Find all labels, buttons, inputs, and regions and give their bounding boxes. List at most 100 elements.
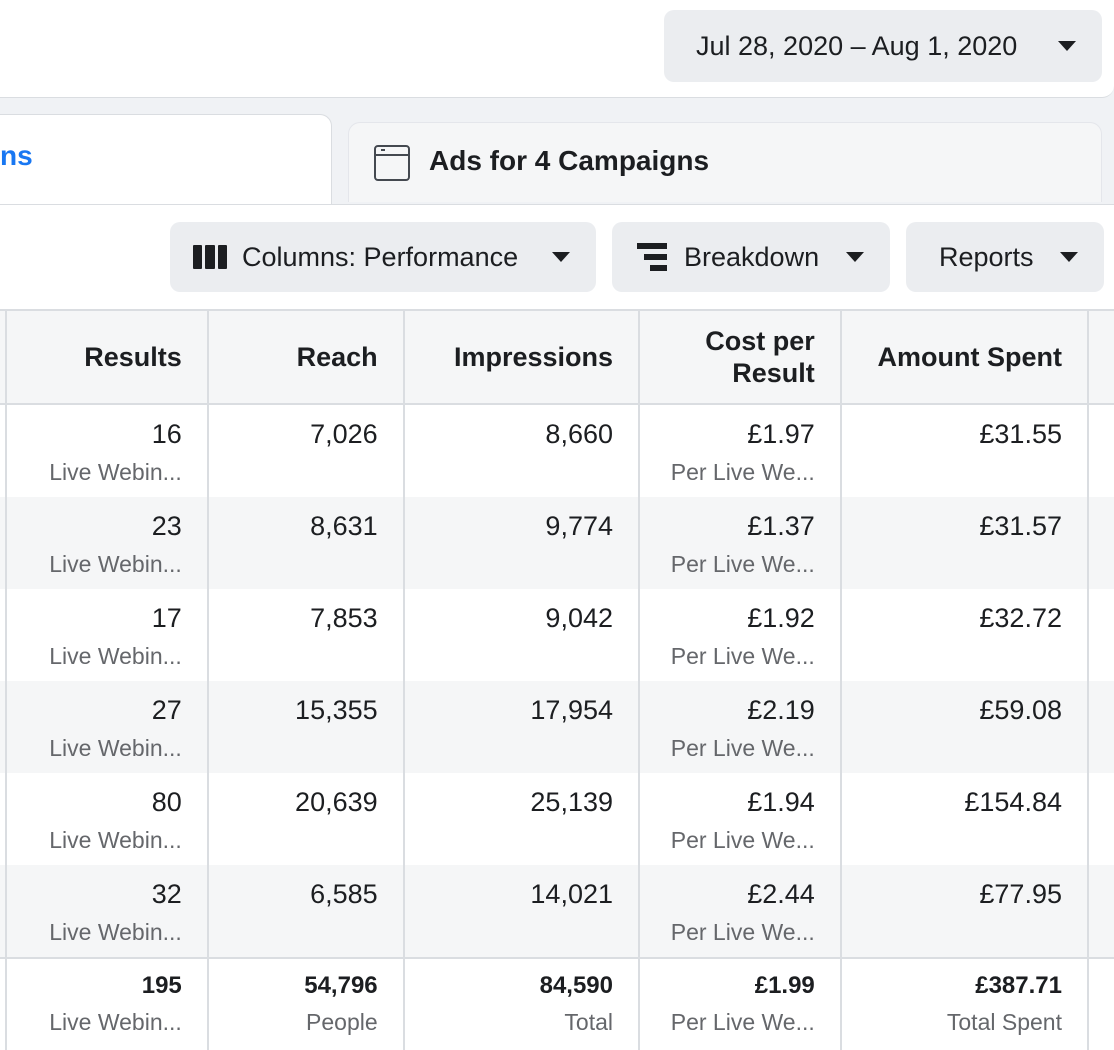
- impressions-value: 9,774: [545, 511, 613, 541]
- total-reach-type: People: [306, 1009, 378, 1035]
- cell-cost-per-result: £2.19 Per Live We...: [640, 681, 842, 773]
- cell-cost-per-result: £1.97 Per Live We...: [640, 405, 842, 497]
- table-row[interactable]: 23 Live Webin... 8,631 9,774 £1.37 Per Liv…: [0, 497, 1114, 589]
- cell-cost-per-result: £2.44 Per Live We...: [640, 865, 842, 957]
- columns-label: Columns: Performance: [242, 241, 519, 272]
- total-reach: 54,796 People: [209, 959, 405, 1050]
- total-amount-spent: £387.71 Total Spent: [842, 959, 1089, 1050]
- cell-impressions: 9,774: [405, 497, 640, 589]
- impressions-value: 9,042: [545, 603, 613, 633]
- cost-type: Per Live We...: [670, 643, 815, 669]
- table-cell: [0, 589, 7, 681]
- table-row[interactable]: 80 Live Webin... 20,639 25,139 £1.94 Per L…: [0, 773, 1114, 865]
- spent-value: £31.57: [979, 511, 1062, 541]
- impressions-value: 17,954: [530, 695, 613, 725]
- ad-window-icon: [374, 145, 410, 181]
- impressions-value: 8,660: [545, 419, 613, 449]
- total-reach-value: 54,796: [304, 972, 378, 999]
- spent-value: £32.72: [979, 603, 1062, 633]
- table-row[interactable]: 27 Live Webin... 15,355 17,954 £2.19 Per L…: [0, 681, 1114, 773]
- total-impressions-value: 84,590: [539, 972, 613, 999]
- header-reach-label: Reach: [296, 342, 378, 372]
- main-panel: Columns: Performance Breakdown Reports R…: [0, 204, 1114, 1050]
- cost-type: Per Live We...: [670, 919, 815, 945]
- table-cell: [0, 773, 7, 865]
- table-row[interactable]: 16 Live Webin... 7,026 8,660 £1.97 Per Liv…: [0, 405, 1114, 497]
- header-impressions-label: Impressions: [453, 342, 613, 372]
- cost-value: £1.92: [747, 603, 815, 633]
- table-cell: [1089, 497, 1114, 589]
- chevron-down-icon: [1058, 41, 1076, 51]
- tab-campaigns[interactable]: [0, 114, 332, 214]
- cell-impressions: 14,021: [405, 865, 640, 957]
- total-cost-type: Per Live We...: [670, 1009, 815, 1035]
- cell-reach: 15,355: [209, 681, 405, 773]
- reach-value: 7,853: [310, 603, 378, 633]
- table-cell: [0, 959, 7, 1050]
- cell-impressions: 9,042: [405, 589, 640, 681]
- columns-button[interactable]: Columns: Performance: [170, 222, 596, 292]
- cell-amount-spent: £31.55: [842, 405, 1089, 497]
- results-type: Live Webin...: [49, 551, 182, 577]
- table-row[interactable]: 32 Live Webin... 6,585 14,021 £2.44 Per Li…: [0, 865, 1114, 957]
- cell-cost-per-result: £1.92 Per Live We...: [640, 589, 842, 681]
- cell-amount-spent: £154.84: [842, 773, 1089, 865]
- columns-icon: [193, 245, 227, 269]
- reach-value: 20,639: [295, 787, 378, 817]
- table-cell: [1089, 959, 1114, 1050]
- cell-reach: 7,026: [209, 405, 405, 497]
- results-type: Live Webin...: [49, 459, 182, 485]
- cell-amount-spent: £32.72: [842, 589, 1089, 681]
- total-results-type: Live Webin...: [49, 1009, 182, 1035]
- header-amount-spent[interactable]: Amount Spent: [842, 311, 1089, 403]
- tab-ads-label: Ads for 4 Campaigns: [429, 145, 710, 176]
- table-cell: [1089, 405, 1114, 497]
- cell-results: 16 Live Webin...: [7, 405, 209, 497]
- spent-value: £154.84: [964, 787, 1062, 817]
- breakdown-button[interactable]: Breakdown: [612, 222, 890, 292]
- tab-ads[interactable]: Ads for 4 Campaigns: [348, 122, 1102, 202]
- cell-results: 17 Live Webin...: [7, 589, 209, 681]
- header-amount-spent-label: Amount Spent: [877, 342, 1062, 372]
- table-cell: [1089, 773, 1114, 865]
- chevron-down-icon: [846, 252, 864, 262]
- total-impressions: 84,590 Total: [405, 959, 640, 1050]
- date-range-label: Jul 28, 2020 – Aug 1, 2020: [696, 30, 1018, 61]
- cell-amount-spent: £77.95: [842, 865, 1089, 957]
- cost-value: £1.97: [747, 419, 815, 449]
- results-value: 80: [151, 787, 182, 817]
- total-results-value: 195: [141, 972, 182, 999]
- breakdown-icon: [637, 243, 667, 271]
- table-cell: [0, 405, 7, 497]
- spent-value: £59.08: [979, 695, 1062, 725]
- header-cost-line1: Cost per: [705, 326, 815, 356]
- impressions-value: 14,021: [530, 879, 613, 909]
- header-cell-previous: [0, 311, 7, 403]
- results-type: Live Webin...: [49, 919, 182, 945]
- top-panel: Jul 28, 2020 – Aug 1, 2020: [0, 0, 1114, 98]
- spent-value: £77.95: [979, 879, 1062, 909]
- results-value: 32: [151, 879, 182, 909]
- total-impressions-type: Total: [564, 1009, 613, 1035]
- cell-reach: 7,853: [209, 589, 405, 681]
- total-cost-per-result: £1.99 Per Live We...: [640, 959, 842, 1050]
- tab-campaigns-label: ns: [0, 140, 33, 171]
- header-cost-per-result[interactable]: Cost per Result: [640, 311, 842, 403]
- total-results: 195 Live Webin...: [7, 959, 209, 1050]
- header-results[interactable]: Results: [7, 311, 209, 403]
- cell-reach: 8,631: [209, 497, 405, 589]
- cell-results: 32 Live Webin...: [7, 865, 209, 957]
- cell-reach: 20,639: [209, 773, 405, 865]
- cell-results: 23 Live Webin...: [7, 497, 209, 589]
- header-reach[interactable]: Reach: [209, 311, 405, 403]
- header-impressions[interactable]: Impressions: [405, 311, 640, 403]
- table-row[interactable]: 17 Live Webin... 7,853 9,042 £1.92 Per Liv…: [0, 589, 1114, 681]
- results-value: 27: [151, 695, 182, 725]
- date-range-button[interactable]: Jul 28, 2020 – Aug 1, 2020: [664, 10, 1102, 82]
- cell-cost-per-result: £1.37 Per Live We...: [640, 497, 842, 589]
- cell-cost-per-result: £1.94 Per Live We...: [640, 773, 842, 865]
- cell-results: 80 Live Webin...: [7, 773, 209, 865]
- header-cell-next: [1089, 311, 1114, 403]
- results-type: Live Webin...: [49, 827, 182, 853]
- reports-button[interactable]: Reports: [906, 222, 1104, 292]
